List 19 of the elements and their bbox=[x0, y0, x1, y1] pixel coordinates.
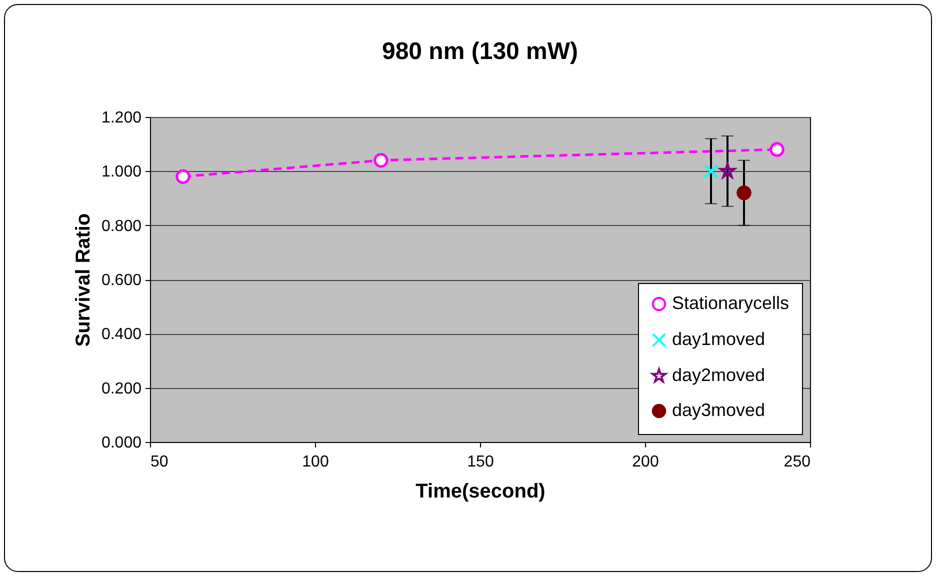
y-axis-title: Survival Ratio bbox=[72, 213, 94, 347]
x-tick-label: 200 bbox=[632, 454, 659, 470]
y-tick-label: 0.800 bbox=[101, 218, 142, 235]
x-tick-label: 100 bbox=[302, 454, 329, 470]
x-tick-label: 50 bbox=[150, 454, 168, 470]
y-tick-label: 0.200 bbox=[101, 380, 142, 398]
chart-title: 980 nm (130 mW) bbox=[382, 38, 578, 65]
legend-label: day1moved bbox=[672, 329, 766, 349]
y-tick-label: 1.200 bbox=[101, 110, 142, 126]
x-axis-title: Time(second) bbox=[416, 480, 546, 502]
legend-label: day2moved bbox=[672, 365, 766, 385]
y-tick-label: 0.600 bbox=[101, 272, 142, 289]
y-tick-label: 0.400 bbox=[101, 326, 142, 344]
legend-label: Stationarycells bbox=[672, 293, 790, 313]
x-tick-label: 250 bbox=[784, 454, 811, 470]
legend-label: day3moved bbox=[672, 400, 766, 420]
y-tick-label: 1.000 bbox=[101, 164, 142, 181]
x-tick-label: 150 bbox=[467, 454, 494, 470]
y-tick-label: 0.000 bbox=[101, 434, 142, 452]
